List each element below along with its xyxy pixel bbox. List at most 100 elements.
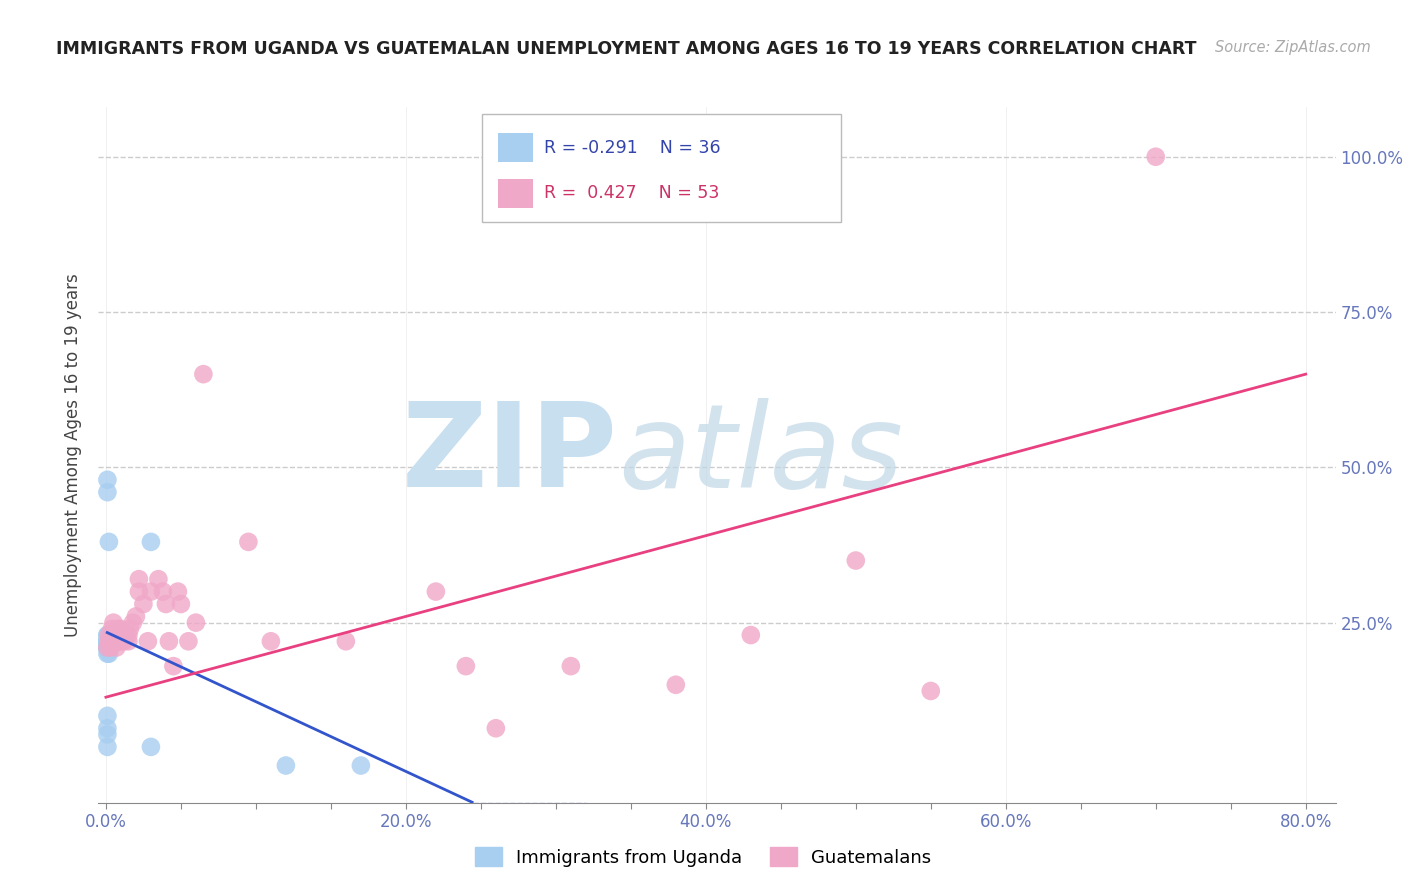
Point [177, 634, 200, 648]
Point [125, 609, 148, 624]
Point [260, 634, 283, 648]
Point [96, 708, 118, 723]
Point [139, 739, 162, 754]
Point [96, 640, 118, 655]
Point [136, 634, 159, 648]
Point [96, 628, 118, 642]
Point [96, 634, 118, 648]
Legend: Immigrants from Uganda, Guatemalans: Immigrants from Uganda, Guatemalans [468, 840, 938, 874]
Point [96, 634, 118, 648]
Point [238, 534, 260, 549]
Point [96, 640, 118, 655]
Point [132, 597, 155, 611]
Point [97, 534, 120, 549]
Point [454, 659, 477, 673]
Point [104, 634, 127, 648]
Point [425, 584, 447, 599]
Point [100, 634, 122, 648]
Point [170, 597, 193, 611]
Point [108, 634, 131, 648]
Text: R = -0.291    N = 36: R = -0.291 N = 36 [544, 139, 720, 157]
Point [139, 584, 162, 599]
Point [114, 628, 136, 642]
FancyBboxPatch shape [482, 114, 841, 222]
Point [101, 634, 124, 648]
Point [560, 659, 582, 673]
Bar [498, 133, 533, 162]
Point [920, 684, 942, 698]
Point [110, 634, 132, 648]
Bar [498, 178, 533, 208]
Text: ZIP: ZIP [402, 398, 619, 512]
Point [96, 640, 118, 655]
Point [103, 634, 125, 648]
Point [97, 640, 120, 655]
Point [96, 634, 118, 648]
Point [139, 534, 162, 549]
Point [97, 628, 120, 642]
Point [96, 640, 118, 655]
Point [96, 634, 118, 648]
Point [96, 640, 118, 655]
Point [96, 485, 118, 500]
Point [162, 659, 184, 673]
Point [101, 622, 124, 636]
Point [97, 634, 120, 648]
Point [105, 640, 128, 655]
Point [96, 640, 118, 655]
Point [96, 628, 118, 642]
Y-axis label: Unemployment Among Ages 16 to 19 years: Unemployment Among Ages 16 to 19 years [65, 273, 83, 637]
Point [96, 634, 118, 648]
Point [274, 758, 297, 772]
Point [845, 553, 868, 567]
Point [103, 628, 125, 642]
Point [96, 640, 118, 655]
Point [97, 634, 120, 648]
Point [96, 473, 118, 487]
Point [128, 584, 150, 599]
Point [167, 584, 190, 599]
Point [96, 640, 118, 655]
Point [148, 572, 170, 586]
Point [96, 634, 118, 648]
Point [335, 634, 357, 648]
Point [107, 622, 129, 636]
Point [157, 634, 180, 648]
Text: IMMIGRANTS FROM UGANDA VS GUATEMALAN UNEMPLOYMENT AMONG AGES 16 TO 19 YEARS CORR: IMMIGRANTS FROM UGANDA VS GUATEMALAN UNE… [56, 40, 1197, 58]
Point [96, 647, 118, 661]
Point [110, 628, 132, 642]
Text: Source: ZipAtlas.com: Source: ZipAtlas.com [1215, 40, 1371, 55]
Point [96, 634, 118, 648]
Point [110, 622, 132, 636]
Point [155, 597, 177, 611]
Point [665, 678, 688, 692]
Point [100, 640, 122, 655]
Point [184, 615, 207, 630]
Point [485, 721, 508, 735]
Point [117, 628, 139, 642]
Point [112, 634, 135, 648]
Point [96, 739, 118, 754]
Point [96, 721, 118, 735]
Point [128, 572, 150, 586]
Point [152, 584, 174, 599]
Point [96, 640, 118, 655]
Point [103, 615, 125, 630]
Point [97, 647, 120, 661]
Point [193, 367, 215, 381]
Point [1144, 150, 1167, 164]
Point [105, 628, 128, 642]
Text: atlas: atlas [619, 398, 903, 512]
Point [97, 634, 120, 648]
Point [96, 634, 118, 648]
Point [118, 622, 141, 636]
Point [122, 615, 145, 630]
Point [107, 634, 129, 648]
Text: R =  0.427    N = 53: R = 0.427 N = 53 [544, 184, 720, 202]
Point [97, 628, 120, 642]
Point [96, 727, 118, 741]
Point [350, 758, 373, 772]
Point [117, 634, 139, 648]
Point [100, 640, 122, 655]
Point [740, 628, 762, 642]
